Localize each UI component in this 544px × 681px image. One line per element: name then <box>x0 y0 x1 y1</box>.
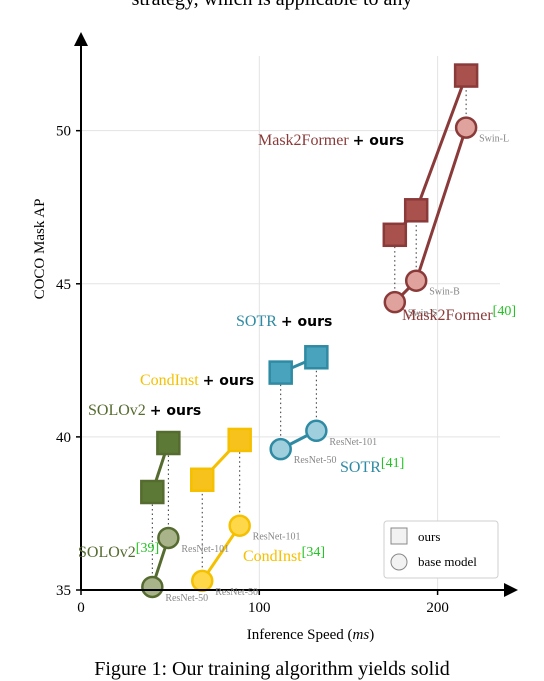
x-tick-label: 0 <box>77 600 85 616</box>
legend-base-label: base model <box>418 554 477 569</box>
solov2-ours-point <box>140 479 165 505</box>
y-tick-label: 45 <box>56 277 71 293</box>
condinst-citation: [34] <box>302 545 325 560</box>
sotr-backbone-tag: ResNet-50 <box>294 455 337 466</box>
condinst-backbone-tag: ResNet-50 <box>215 587 258 598</box>
mask2former-backbone-tag: Swin-L <box>479 134 509 145</box>
sotr-ours-label: SOTR + ours <box>236 313 332 330</box>
mask2former-backbone-tag: Swin-B <box>429 287 460 298</box>
sotr-base-label: SOTR[41] <box>340 456 404 476</box>
mask2former-ours-point <box>403 198 429 223</box>
y-tick-label: 35 <box>56 583 71 599</box>
figure-caption: Figure 1: Our training algorithm yields … <box>94 658 450 680</box>
legend-ours-swatch <box>390 527 408 545</box>
condinst-base-point <box>190 569 214 593</box>
x-tick-label: 100 <box>248 600 271 616</box>
mask2former-base-point <box>404 269 428 292</box>
solov2-ours-suffix: + ours <box>150 403 201 419</box>
sotr-citation: [41] <box>381 456 404 471</box>
x-axis-label: Inference Speed (ms) <box>247 627 374 643</box>
axis-layer: 0 100 200 35 40 45 50 Inference Speed (ms) COCO … <box>32 32 518 643</box>
y-axis-arrow <box>74 32 88 46</box>
mask2former-backbone-tag: Swin-S <box>408 308 437 319</box>
mask2former-base-label: Mask2Former[40] <box>402 304 516 324</box>
x-tick-label: 200 <box>426 600 449 616</box>
sotr-backbone-tag: ResNet-101 <box>329 437 377 448</box>
solov2-ours-point <box>156 430 181 456</box>
sotr-ours-suffix: + ours <box>281 314 332 330</box>
mask2former-ours-suffix: + ours <box>353 133 404 149</box>
sotr-base-point <box>305 419 328 443</box>
condinst-ours-suffix: + ours <box>203 373 254 389</box>
mask2former-ours-point <box>382 222 408 248</box>
solov2-base-point <box>141 575 164 599</box>
marker-layer <box>140 63 479 599</box>
legend: ours base model <box>383 520 499 579</box>
condinst-base-point <box>228 514 251 537</box>
page-top-text: strategy, which is applicable to any <box>0 0 544 11</box>
solov2-base-point <box>157 526 180 550</box>
x-axis-arrow <box>504 583 518 597</box>
x-axis-unit: ms <box>353 627 370 643</box>
x-axis-label-close: ) <box>369 627 374 643</box>
mask2former-citation: [40] <box>493 304 516 319</box>
solov2-base-label: SOLOv2[39] <box>78 541 159 561</box>
sotr-ours-point <box>304 345 329 370</box>
condinst-ours-point <box>227 427 252 453</box>
y-axis-label: COCO Mask AP <box>32 199 48 300</box>
solov2-citation: [39] <box>136 541 159 556</box>
connector-layer <box>150 75 468 588</box>
solov2-ours-label: SOLOv2 + ours <box>88 402 201 419</box>
label-layer: ResNet-50 ResNet-101 ResNet-50 ResNet-101 Re… <box>78 132 516 604</box>
legend-ours-label: ours <box>418 529 440 544</box>
mask2former-base-point <box>383 290 407 314</box>
solov2-backbone-tag: ResNet-50 <box>165 593 208 604</box>
condinst-ours-label: CondInst + ours <box>140 372 254 389</box>
solov2-backbone-tag: ResNet-101 <box>181 544 229 555</box>
condinst-ours-point <box>189 467 215 493</box>
mask2former-base-point <box>454 116 478 139</box>
legend-box <box>383 520 499 579</box>
legend-base-swatch <box>390 553 408 571</box>
mask2former-ours-label: Mask2Former + ours <box>258 132 404 149</box>
grid-layer <box>81 56 500 590</box>
sotr-ours-point <box>268 360 293 385</box>
mask2former-ours-point <box>453 63 479 88</box>
sotr-base-point <box>269 437 292 461</box>
y-tick-label: 40 <box>56 430 71 446</box>
condinst-backbone-tag: ResNet-101 <box>253 532 301 543</box>
y-tick-label: 50 <box>56 124 71 140</box>
condinst-base-label: CondInst[34] <box>243 545 325 565</box>
